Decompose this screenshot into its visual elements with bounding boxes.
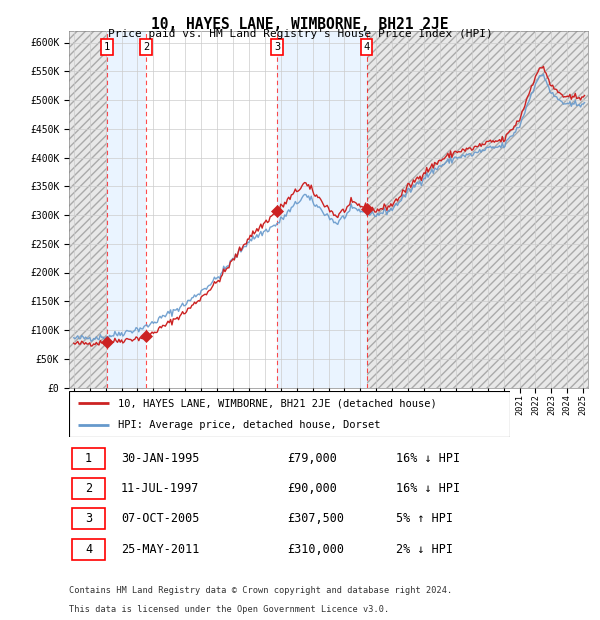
Text: 2% ↓ HPI: 2% ↓ HPI [396, 542, 453, 556]
Bar [277, 31, 367, 388]
Text: 4: 4 [85, 542, 92, 556]
Text: 10, HAYES LANE, WIMBORNE, BH21 2JE: 10, HAYES LANE, WIMBORNE, BH21 2JE [151, 17, 449, 32]
Text: HPI: Average price, detached house, Dorset: HPI: Average price, detached house, Dors… [118, 420, 380, 430]
Text: 5% ↑ HPI: 5% ↑ HPI [396, 512, 453, 525]
Text: 3: 3 [274, 42, 280, 52]
Text: Contains HM Land Registry data © Crown copyright and database right 2024.: Contains HM Land Registry data © Crown c… [69, 586, 452, 595]
FancyBboxPatch shape [71, 508, 106, 529]
Text: Price paid vs. HM Land Registry's House Price Index (HPI): Price paid vs. HM Land Registry's House … [107, 29, 493, 38]
Text: 2: 2 [143, 42, 149, 52]
Text: 16% ↓ HPI: 16% ↓ HPI [396, 482, 460, 495]
Text: 07-OCT-2005: 07-OCT-2005 [121, 512, 199, 525]
Text: £310,000: £310,000 [287, 542, 344, 556]
Text: 11-JUL-1997: 11-JUL-1997 [121, 482, 199, 495]
FancyBboxPatch shape [71, 448, 106, 469]
Bar [107, 31, 146, 388]
Text: 4: 4 [364, 42, 370, 52]
Bar [367, 31, 591, 388]
Text: £79,000: £79,000 [287, 452, 337, 465]
Text: This data is licensed under the Open Government Licence v3.0.: This data is licensed under the Open Gov… [69, 604, 389, 614]
FancyBboxPatch shape [71, 478, 106, 499]
Text: 1: 1 [104, 42, 110, 52]
Bar [66, 31, 107, 388]
Text: £90,000: £90,000 [287, 482, 337, 495]
Text: 25-MAY-2011: 25-MAY-2011 [121, 542, 199, 556]
Text: £307,500: £307,500 [287, 512, 344, 525]
Text: 30-JAN-1995: 30-JAN-1995 [121, 452, 199, 465]
Text: 10, HAYES LANE, WIMBORNE, BH21 2JE (detached house): 10, HAYES LANE, WIMBORNE, BH21 2JE (deta… [118, 398, 436, 408]
Text: 2: 2 [85, 482, 92, 495]
Text: 3: 3 [85, 512, 92, 525]
FancyBboxPatch shape [71, 539, 106, 559]
Text: 1: 1 [85, 452, 92, 465]
Text: 16% ↓ HPI: 16% ↓ HPI [396, 452, 460, 465]
